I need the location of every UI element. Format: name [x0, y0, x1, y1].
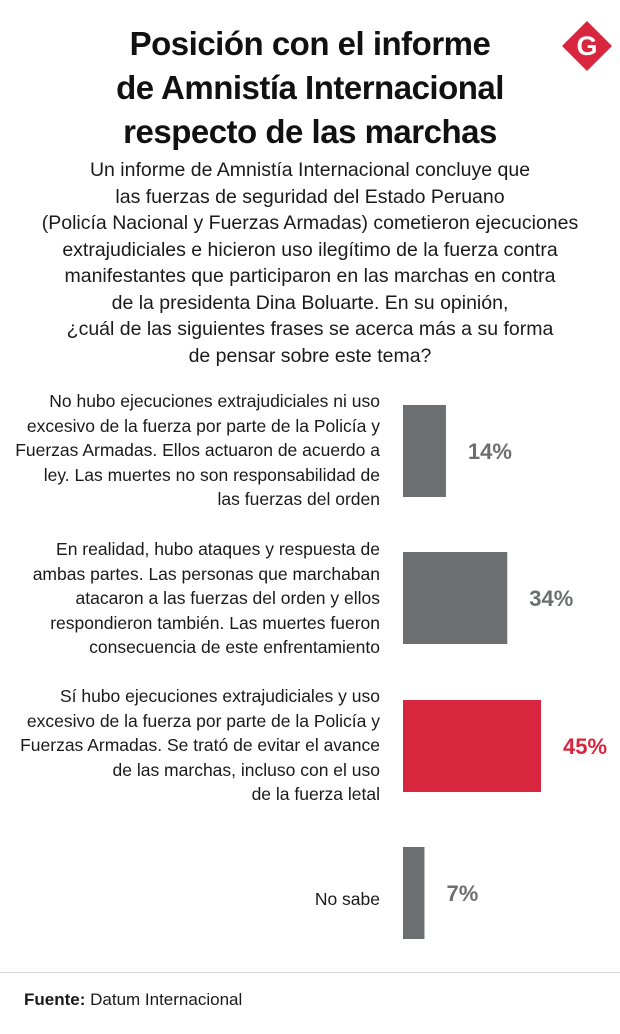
intro-line: ¿cuál de las siguientes frases se acerca… — [66, 318, 554, 340]
title-line: respecto de las marchas — [123, 113, 497, 150]
category-label-line: No hubo ejecuciones extrajudiciales ni u… — [49, 391, 380, 411]
category-label-line: de la fuerza letal — [251, 784, 380, 804]
category-label-line: Fuerzas Armadas. Ellos actuaron de acuer… — [15, 440, 380, 460]
gestion-logo-icon: G — [562, 21, 612, 71]
title-line: de Amnistía Internacional — [116, 69, 504, 106]
category-label-line: atacaron a las fuerzas del orden y ellos — [75, 588, 380, 608]
bar-2 — [403, 552, 508, 644]
bar-value-label-2: 34% — [529, 586, 573, 611]
bar-value-label-1: 14% — [468, 439, 512, 464]
bar-value-label-3: 45% — [563, 734, 607, 759]
category-label-line: En realidad, hubo ataques y respuesta de — [56, 539, 380, 559]
intro-line: Un informe de Amnistía Internacional con… — [89, 159, 531, 181]
bar-1 — [403, 405, 446, 497]
category-label-si-ejecuciones: Sí hubo ejecuciones extrajudiciales y us… — [8, 684, 380, 807]
category-label-line: Sí hubo ejecuciones extrajudiciales y us… — [59, 686, 380, 706]
category-label-line: las fuerzas del orden — [217, 489, 380, 509]
intro-line: extrajudiciales e hicieron uso ilegítimo… — [62, 238, 558, 261]
source-text: Datum Internacional — [85, 990, 243, 1009]
category-label-line: de las marchas, incluso con el uso — [112, 759, 381, 780]
category-label-line: No sabe — [314, 889, 380, 909]
category-label-line: excesivo de la fuerza por parte de la Po… — [26, 710, 380, 731]
category-label-line: ambas partes. Las personas que marchaban — [32, 563, 380, 584]
category-label-no-sabe: No sabe — [8, 887, 380, 912]
intro-line: (Policía Nacional y Fuerzas Armadas) com… — [41, 212, 579, 234]
intro-text: Un informe de Amnistía Internacional con… — [14, 157, 606, 369]
intro-line: manifestantes que participaron en las ma… — [64, 265, 556, 287]
category-label-ambas-partes: En realidad, hubo ataques y respuesta de… — [8, 537, 380, 660]
chart-title: Posición con el informe de Amnistía Inte… — [60, 22, 560, 154]
category-label-line: consecuencia de este enfrentamiento — [89, 637, 380, 657]
category-label-line: respondieron también. Las muertes fueron — [50, 612, 380, 633]
bar-3 — [403, 700, 541, 792]
category-label-no-ejecuciones: No hubo ejecuciones extrajudiciales ni u… — [8, 389, 380, 512]
title-line: Posición con el informe — [129, 25, 491, 62]
category-label-line: Fuerzas Armadas. Se trató de evitar el a… — [20, 735, 380, 755]
category-label-line: ley. Las muertes no son responsabilidad … — [43, 464, 380, 485]
intro-line: de la presidenta Dina Boluarte. En su op… — [111, 291, 509, 314]
intro-line: de pensar sobre este tema? — [188, 344, 432, 367]
category-label-line: excesivo de la fuerza por parte de la Po… — [26, 415, 380, 436]
source-note: Fuente: Datum Internacional — [24, 990, 242, 1010]
source-label: Fuente: — [24, 990, 86, 1009]
bar-value-label-4: 7% — [446, 881, 478, 906]
footer-divider — [0, 972, 620, 973]
logo-letter: G — [576, 31, 597, 61]
intro-line: las fuerzas de seguridad del Estado Peru… — [115, 185, 505, 208]
bar-4 — [403, 847, 425, 939]
